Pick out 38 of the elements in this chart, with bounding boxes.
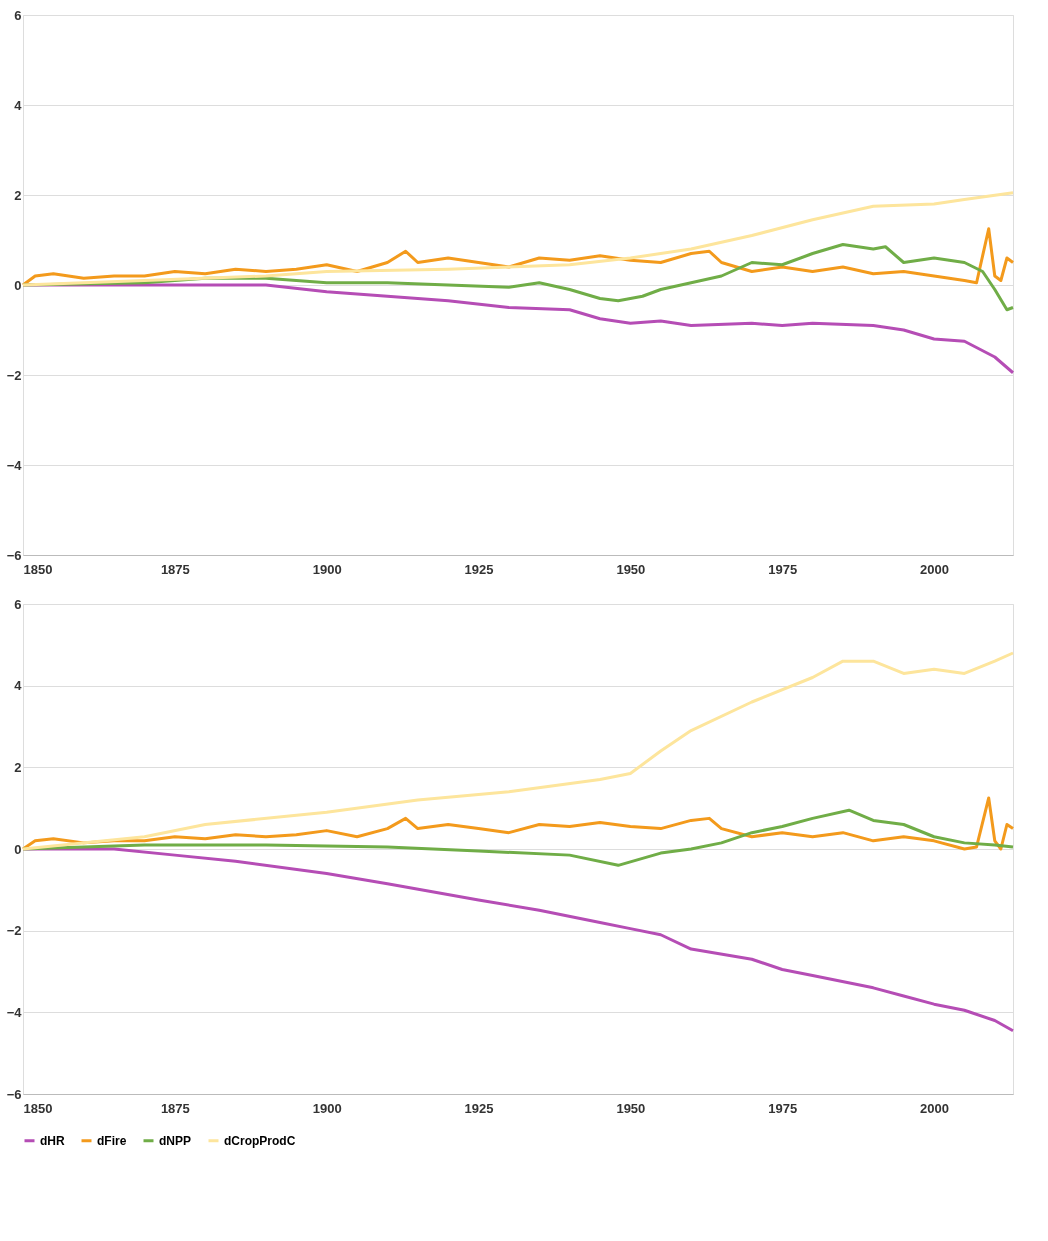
y-tick-label: −2 (6, 367, 22, 383)
y-tick-label: 4 (14, 97, 23, 113)
x-tick-label: 1975 (768, 561, 798, 577)
y-tick-label: −6 (6, 1086, 22, 1102)
x-tick-label: 1925 (464, 561, 494, 577)
line-series (21, 796, 1015, 851)
x-tick-label: 1875 (160, 561, 190, 577)
y-tick-label: 2 (14, 187, 22, 203)
y-tick-label: 0 (14, 841, 22, 857)
line-series (21, 191, 1015, 287)
legend-label: dFire (97, 1133, 127, 1148)
line-series (21, 847, 1015, 1033)
y-tick-label: 4 (14, 678, 23, 694)
x-tick-label: 1900 (312, 1100, 342, 1116)
x-tick-label: 2000 (920, 1100, 949, 1116)
y-tick-label: 2 (14, 759, 22, 775)
y-tick-label: −2 (6, 923, 22, 939)
legend-label: dCropProdC (224, 1133, 296, 1148)
x-tick-label: 1850 (23, 561, 53, 577)
legend-label: dHR (40, 1133, 65, 1148)
x-tick-label: 1900 (312, 561, 342, 577)
line-series (21, 651, 1015, 851)
y-tick-label: −6 (6, 547, 22, 563)
y-tick-label: 0 (14, 277, 22, 293)
x-tick-label: 1875 (160, 1100, 190, 1116)
line-series (21, 227, 1015, 287)
x-tick-label: 1975 (768, 1100, 798, 1116)
x-tick-label: 1950 (616, 1100, 646, 1116)
legend-label: dNPP (159, 1133, 192, 1148)
y-tick-label: −4 (6, 457, 23, 473)
line-series (21, 283, 1015, 375)
x-tick-label: 1850 (23, 1100, 53, 1116)
y-tick-label: 6 (14, 596, 22, 612)
x-tick-label: 2000 (920, 561, 949, 577)
x-tick-label: 1925 (464, 1100, 494, 1116)
x-tick-label: 1950 (616, 561, 646, 577)
y-tick-label: 6 (14, 7, 22, 23)
y-tick-label: −4 (6, 1004, 23, 1020)
